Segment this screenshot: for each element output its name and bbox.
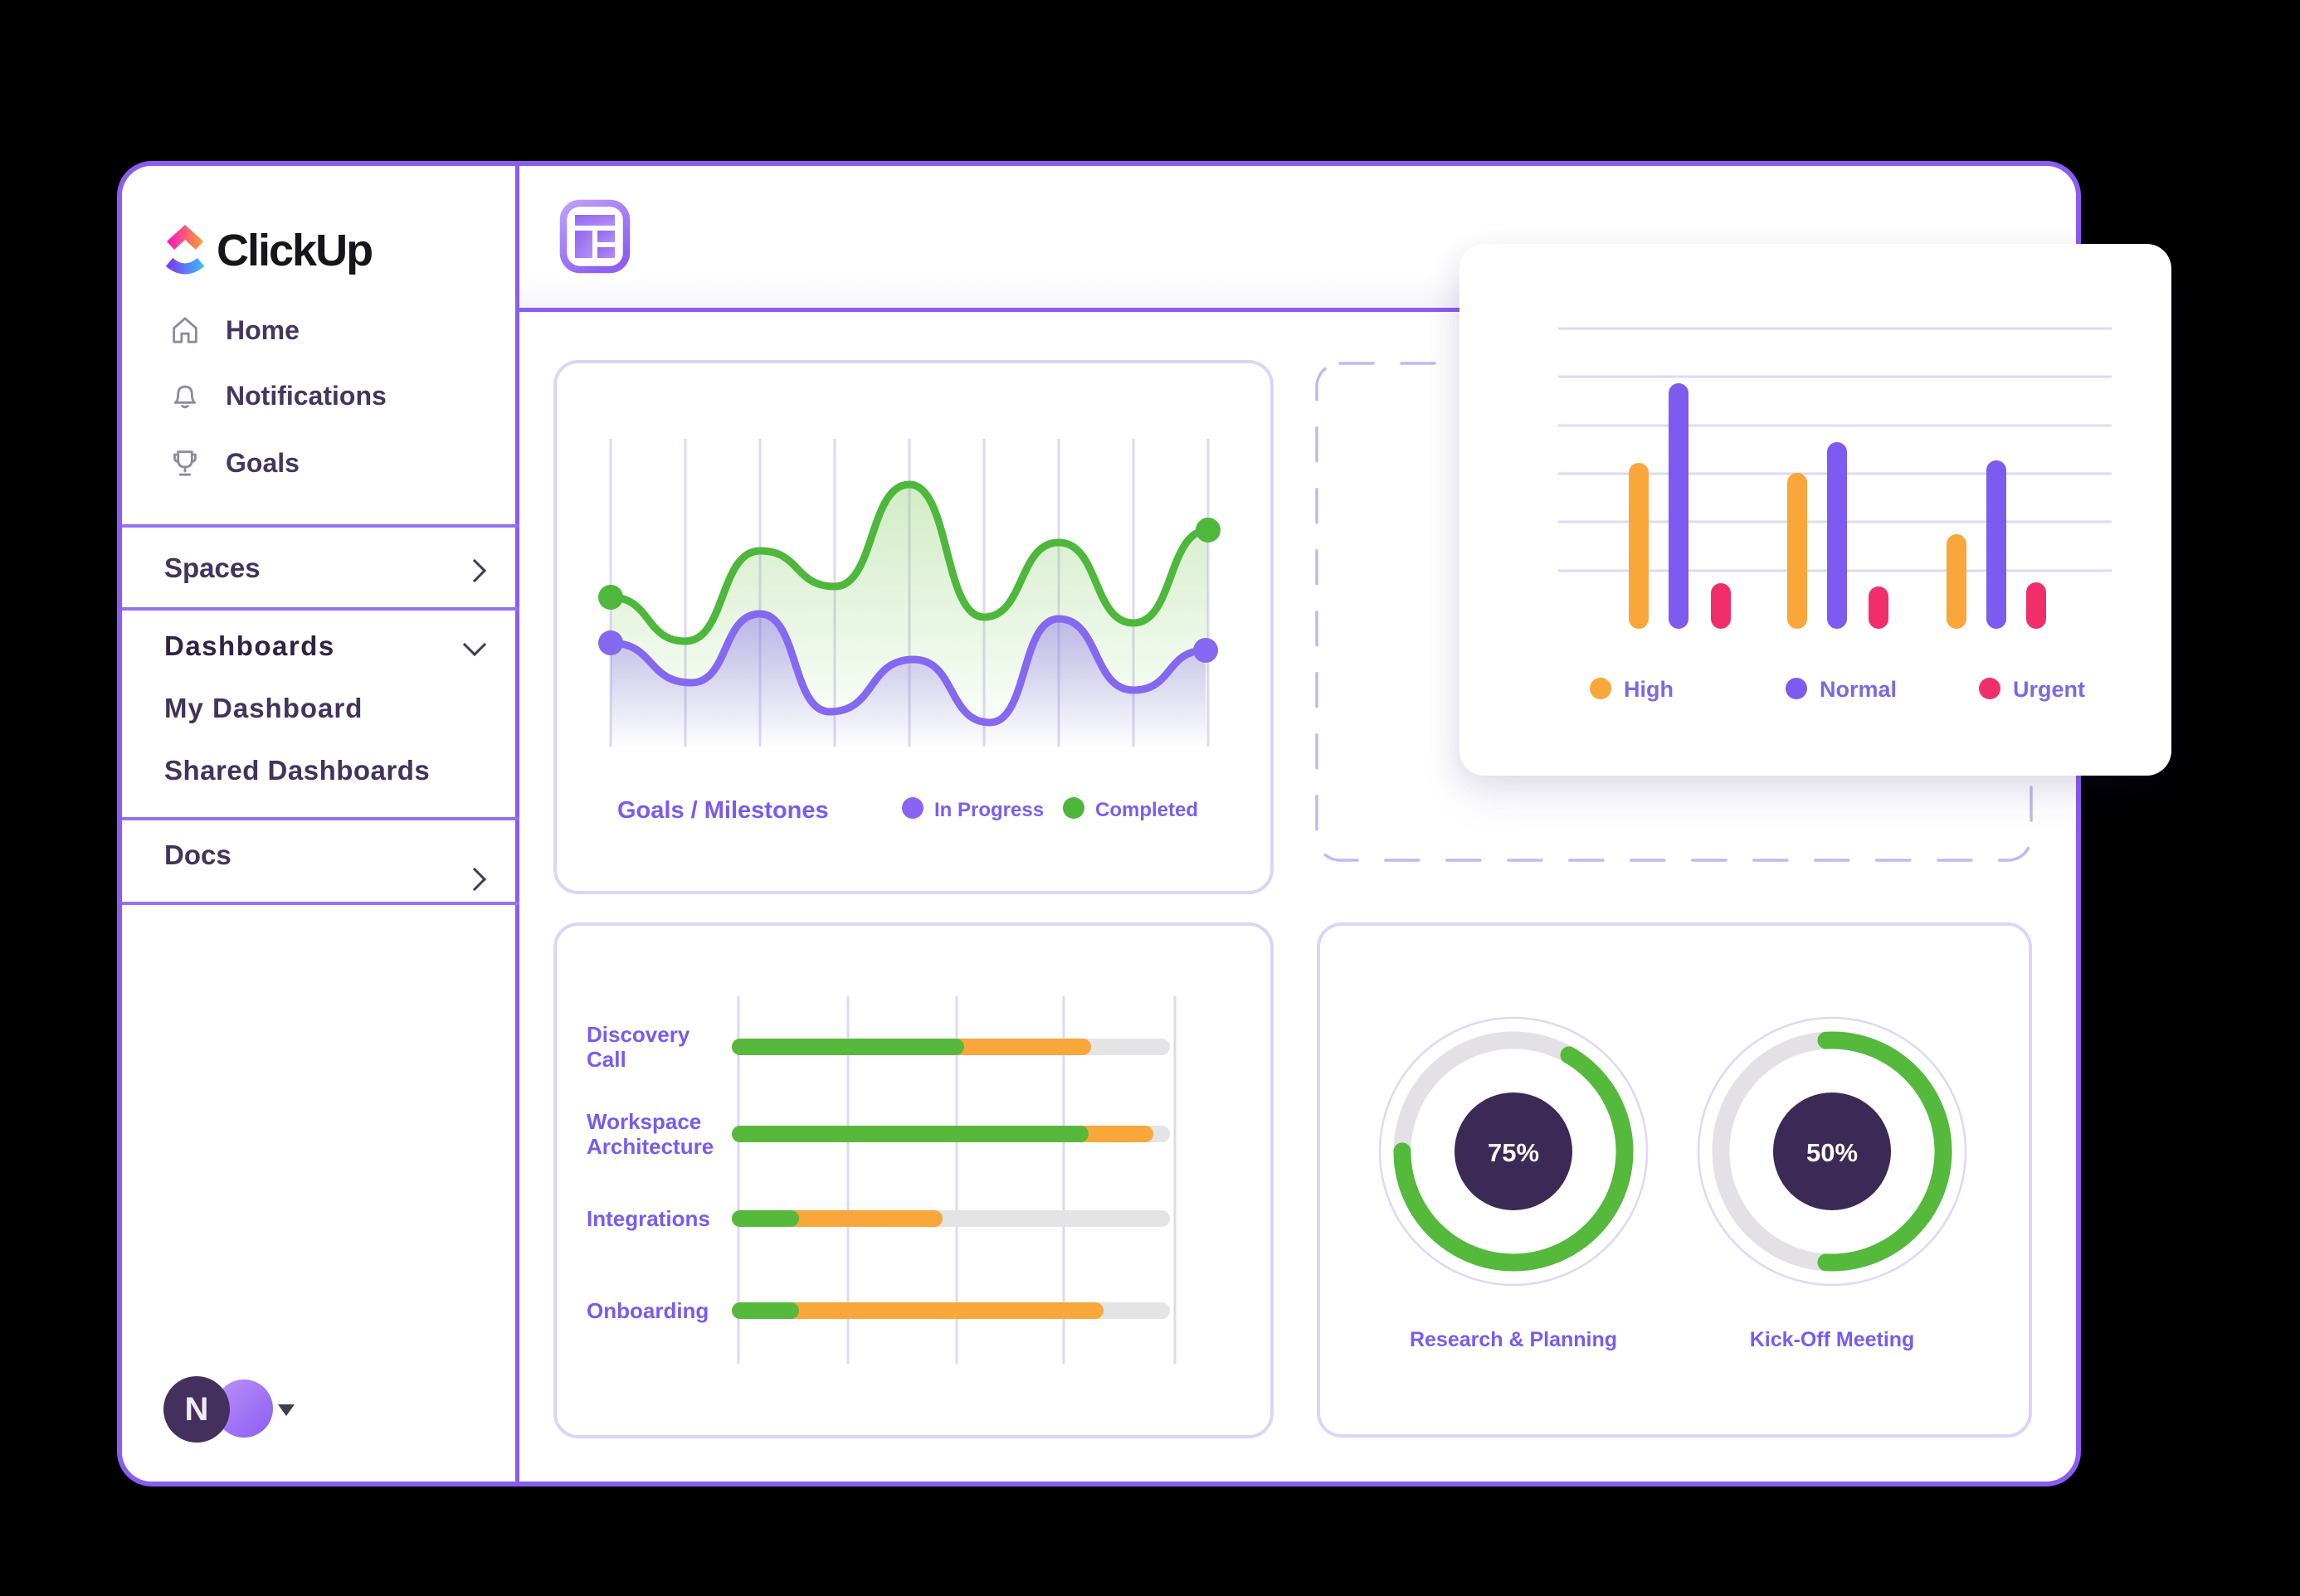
svg-text:Completed: Completed: [1095, 799, 1198, 821]
svg-text:Discovery: Discovery: [587, 1022, 690, 1047]
svg-text:Goals / Milestones: Goals / Milestones: [617, 797, 829, 824]
svg-text:Call: Call: [587, 1047, 626, 1072]
svg-text:Kick-Off Meeting: Kick-Off Meeting: [1750, 1328, 1915, 1351]
svg-text:Workspace: Workspace: [587, 1109, 701, 1134]
svg-text:Normal: Normal: [1820, 677, 1897, 702]
svg-text:Architecture: Architecture: [587, 1134, 714, 1159]
svg-text:50%: 50%: [1806, 1138, 1858, 1167]
svg-text:Urgent: Urgent: [2013, 677, 2085, 702]
svg-text:Onboarding: Onboarding: [587, 1298, 709, 1323]
svg-text:75%: 75%: [1488, 1138, 1539, 1167]
svg-text:In Progress: In Progress: [934, 799, 1044, 821]
svg-text:Integrations: Integrations: [587, 1206, 710, 1231]
svg-text:High: High: [1624, 677, 1674, 702]
svg-text:Research & Planning: Research & Planning: [1410, 1328, 1617, 1351]
